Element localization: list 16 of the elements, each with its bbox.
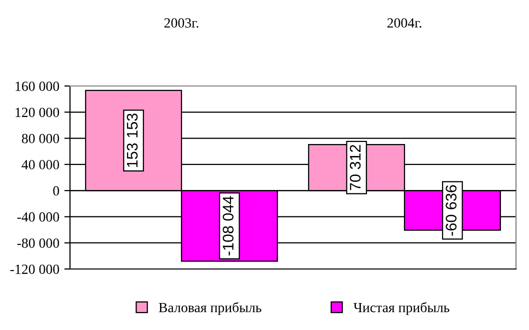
y-tick-label: 0 xyxy=(53,186,60,196)
data-label: 153 153 xyxy=(126,114,138,167)
y-tick-label: 40 000 xyxy=(22,160,60,170)
y-tick-label: 80 000 xyxy=(22,134,60,144)
y-tick-label: -80 000 xyxy=(17,238,60,248)
legend-label: Чистая прибыль xyxy=(354,302,450,316)
y-tick-label: 160 000 xyxy=(16,82,60,91)
y-tick-label: -120 000 xyxy=(10,264,60,274)
x-tick-label: 2003г. xyxy=(164,18,198,28)
legend-label: Валовая прибыль xyxy=(158,302,262,316)
x-tick-label: 2004г. xyxy=(387,18,422,28)
data-label: 70 312 xyxy=(350,144,361,190)
y-tick-label: 120 000 xyxy=(16,108,60,118)
y-tick-label: -40 000 xyxy=(17,212,60,222)
data-label: -108 044 xyxy=(222,196,234,256)
data-label: -60 636 xyxy=(446,185,457,236)
